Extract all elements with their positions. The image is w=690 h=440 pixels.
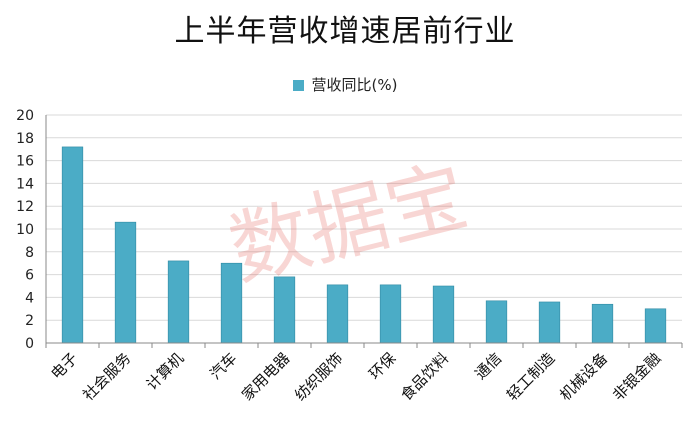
y-tick-label: 8 bbox=[25, 245, 34, 261]
bar bbox=[591, 303, 614, 344]
x-tick-label: 非银金融 bbox=[609, 349, 664, 404]
gridlines bbox=[46, 114, 682, 321]
legend-swatch bbox=[292, 80, 304, 91]
bar bbox=[379, 284, 402, 344]
x-tick-label: 环保 bbox=[365, 349, 399, 383]
bar bbox=[114, 221, 137, 344]
x-tick-label: 通信 bbox=[471, 349, 505, 383]
bars bbox=[61, 146, 667, 344]
bar bbox=[432, 285, 455, 344]
axes bbox=[45, 115, 683, 348]
y-tick-label: 6 bbox=[25, 268, 34, 284]
y-tick-label: 20 bbox=[16, 108, 34, 124]
y-tick-label: 0 bbox=[25, 336, 34, 352]
x-tick-label: 纺织服饰 bbox=[291, 349, 346, 404]
x-tick-label: 计算机 bbox=[143, 349, 188, 394]
bar bbox=[326, 284, 349, 344]
x-tick-label: 机械设备 bbox=[556, 349, 611, 404]
watermark: 数据宝 bbox=[221, 149, 476, 297]
y-axis-ticks: 0 2 4 6 8 10 12 14 16 18 20 bbox=[16, 108, 34, 352]
x-tick-label: 汽车 bbox=[206, 349, 240, 383]
y-tick-label: 2 bbox=[25, 313, 34, 329]
bar bbox=[167, 260, 190, 344]
x-tick-label: 家用电器 bbox=[238, 349, 293, 404]
bar bbox=[61, 146, 84, 344]
x-tick-label: 电子 bbox=[47, 349, 81, 383]
y-tick-label: 12 bbox=[16, 199, 34, 215]
legend: 营收同比(%) bbox=[0, 74, 690, 95]
x-tick-label: 食品饮料 bbox=[397, 349, 452, 404]
bar bbox=[485, 300, 508, 344]
y-tick-label: 4 bbox=[25, 290, 34, 306]
legend-label: 营收同比(%) bbox=[311, 76, 398, 94]
bar bbox=[538, 301, 561, 344]
x-tick-label: 社会服务 bbox=[79, 349, 134, 404]
y-tick-label: 18 bbox=[16, 131, 34, 147]
chart-title: 上半年营收增速居前行业 bbox=[174, 14, 516, 49]
x-tick-label: 轻工制造 bbox=[503, 349, 558, 404]
y-tick-label: 10 bbox=[16, 222, 34, 238]
y-tick-label: 16 bbox=[16, 154, 34, 170]
y-tick-label: 14 bbox=[16, 176, 34, 192]
bar bbox=[644, 308, 667, 344]
